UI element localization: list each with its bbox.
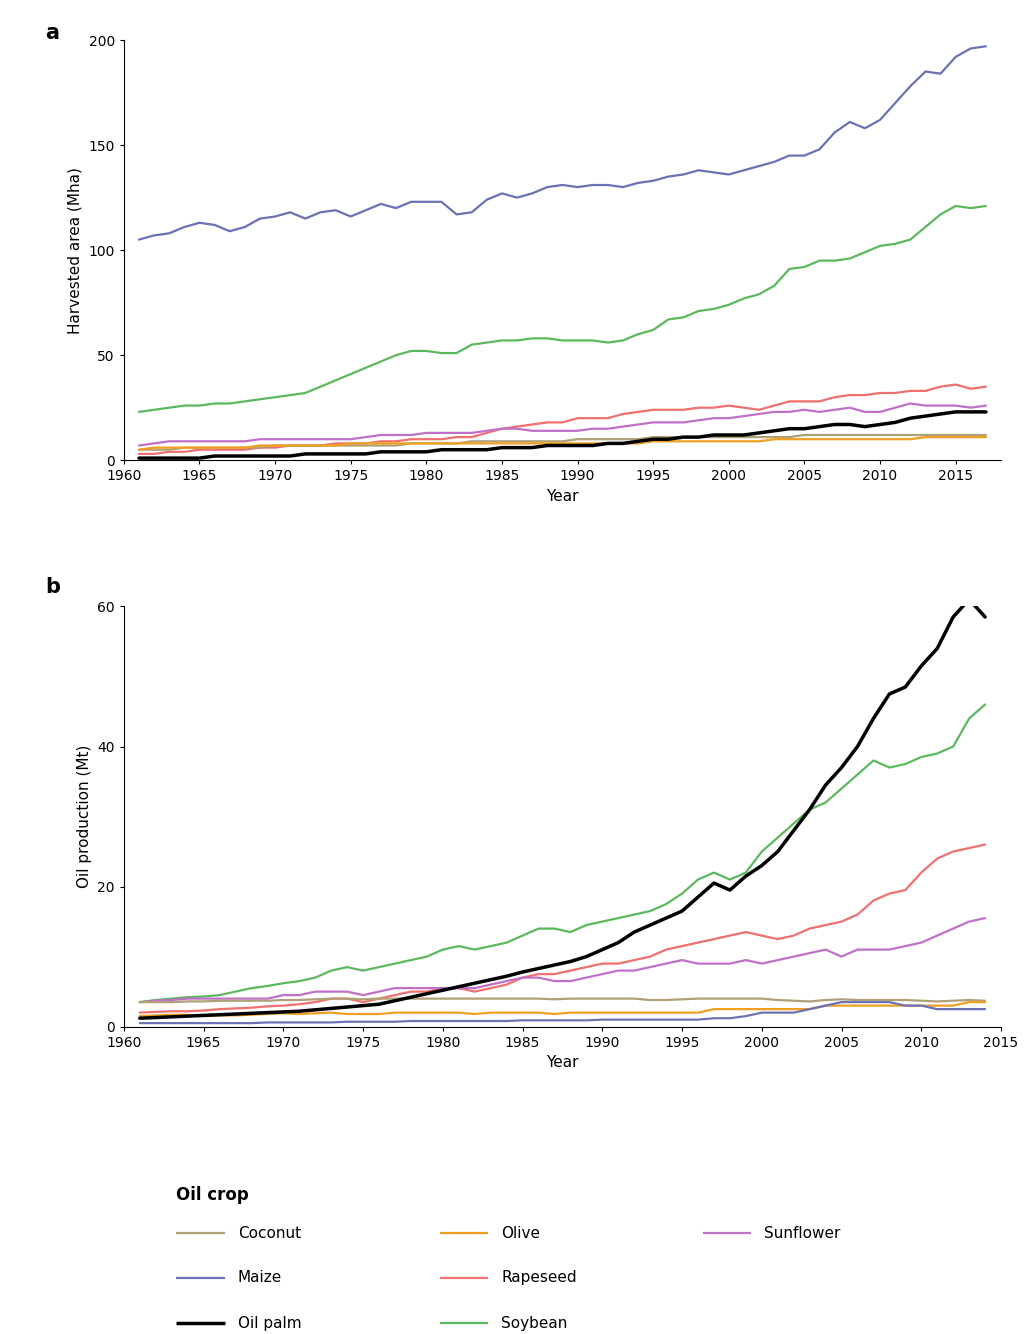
Text: b: b — [45, 578, 60, 598]
Text: Rapeseed: Rapeseed — [501, 1270, 577, 1285]
Y-axis label: Oil production (Mt): Oil production (Mt) — [76, 744, 92, 888]
X-axis label: Year: Year — [546, 488, 579, 504]
Text: Oil crop: Oil crop — [176, 1186, 249, 1205]
X-axis label: Year: Year — [546, 1055, 579, 1070]
Text: Soybean: Soybean — [501, 1315, 568, 1331]
Text: Sunflower: Sunflower — [764, 1226, 841, 1241]
Text: Oil palm: Oil palm — [237, 1315, 301, 1331]
Text: Olive: Olive — [501, 1226, 540, 1241]
Text: Maize: Maize — [237, 1270, 282, 1285]
Text: a: a — [45, 23, 59, 43]
Text: Coconut: Coconut — [237, 1226, 301, 1241]
Y-axis label: Harvested area (Mha): Harvested area (Mha) — [68, 167, 83, 334]
